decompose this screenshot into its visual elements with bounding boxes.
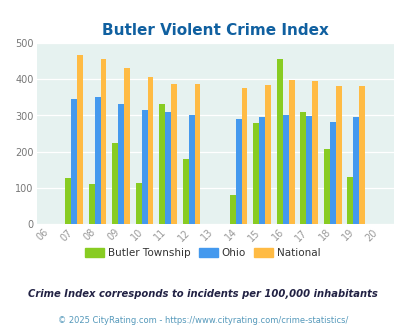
Title: Butler Violent Crime Index: Butler Violent Crime Index	[102, 22, 328, 38]
Bar	[159, 104, 165, 224]
Bar	[311, 82, 317, 224]
Bar	[124, 68, 130, 224]
Text: © 2025 CityRating.com - https://www.cityrating.com/crime-statistics/: © 2025 CityRating.com - https://www.city…	[58, 316, 347, 325]
Bar	[288, 80, 294, 224]
Bar	[335, 86, 341, 224]
Bar	[89, 184, 94, 224]
Bar	[171, 83, 177, 224]
Bar	[276, 59, 282, 224]
Bar	[94, 97, 100, 224]
Bar	[264, 85, 271, 224]
Bar	[282, 115, 288, 224]
Bar	[71, 99, 77, 224]
Bar	[305, 116, 311, 224]
Text: Crime Index corresponds to incidents per 100,000 inhabitants: Crime Index corresponds to incidents per…	[28, 289, 377, 299]
Bar	[235, 119, 241, 224]
Bar	[118, 104, 124, 224]
Legend: Butler Township, Ohio, National: Butler Township, Ohio, National	[81, 244, 324, 262]
Bar	[358, 86, 364, 224]
Bar	[112, 143, 118, 224]
Bar	[147, 77, 153, 224]
Bar	[77, 54, 83, 224]
Bar	[323, 149, 329, 224]
Bar	[100, 59, 106, 224]
Bar	[352, 117, 358, 224]
Bar	[182, 159, 188, 224]
Bar	[259, 117, 264, 224]
Bar	[347, 177, 352, 224]
Bar	[165, 112, 171, 224]
Bar	[329, 122, 335, 224]
Bar	[136, 183, 141, 224]
Bar	[188, 115, 194, 224]
Bar	[141, 110, 147, 224]
Bar	[241, 88, 247, 224]
Bar	[65, 178, 71, 224]
Bar	[253, 123, 259, 224]
Bar	[229, 195, 235, 224]
Bar	[300, 112, 305, 224]
Bar	[194, 83, 200, 224]
